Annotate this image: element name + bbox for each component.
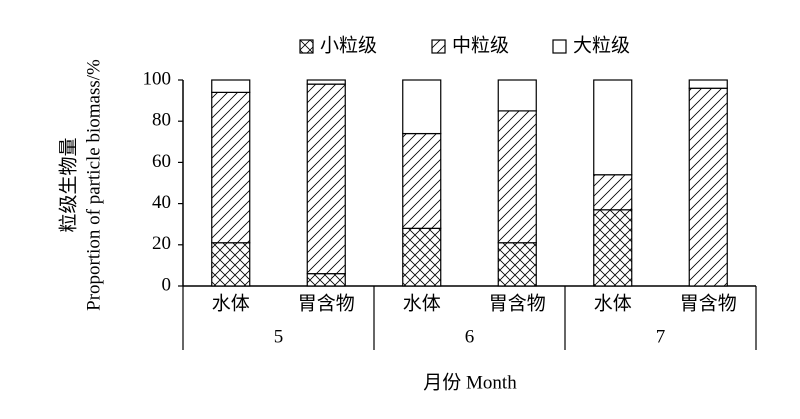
y-tick-label: 20: [152, 233, 171, 254]
bar-segment: [402, 227, 442, 287]
group-label: 5: [274, 326, 284, 347]
bar-segment: [593, 209, 633, 287]
bar-segment: [306, 79, 346, 85]
bar-segment: [497, 110, 537, 244]
bar-segment: [497, 79, 537, 112]
x-tick-label: 水体: [594, 292, 632, 314]
bar-segment: [688, 79, 728, 89]
y-tick-label: 40: [152, 192, 171, 213]
bar-segment: [402, 132, 442, 229]
x-tick-label: 胃含物: [489, 292, 546, 314]
legend-swatch: [431, 39, 446, 54]
bar-segment: [497, 242, 537, 287]
y-tick-label: 60: [152, 151, 171, 172]
legend-label: 小粒级: [320, 34, 377, 56]
y-axis-title: Proportion of particle biomass/%: [83, 59, 104, 311]
bar-segment: [593, 174, 633, 211]
bar-segment: [306, 273, 346, 287]
y-tick-label: 100: [143, 68, 172, 89]
y-axis-title: 粒级生物量: [57, 137, 79, 232]
bar-segment: [211, 242, 251, 287]
bar-segment: [402, 79, 442, 135]
bar-segment: [211, 79, 251, 93]
x-axis-title: 月份 Month: [423, 371, 517, 393]
legend-swatch: [552, 39, 567, 54]
x-tick-label: 胃含物: [680, 292, 737, 314]
legend-swatch: [299, 39, 314, 54]
bar-segment: [306, 83, 346, 275]
x-tick-label: 水体: [212, 292, 250, 314]
x-tick-label: 水体: [403, 292, 441, 314]
legend-label: 大粒级: [573, 34, 630, 56]
group-label: 6: [465, 326, 475, 347]
group-label: 7: [656, 326, 666, 347]
y-tick-label: 0: [162, 274, 172, 295]
y-tick-label: 80: [152, 110, 171, 131]
bar-segment: [688, 87, 728, 287]
legend-label: 中粒级: [452, 34, 509, 56]
x-tick-label: 胃含物: [298, 292, 355, 314]
bar-segment: [211, 91, 251, 244]
bar-segment: [593, 79, 633, 176]
